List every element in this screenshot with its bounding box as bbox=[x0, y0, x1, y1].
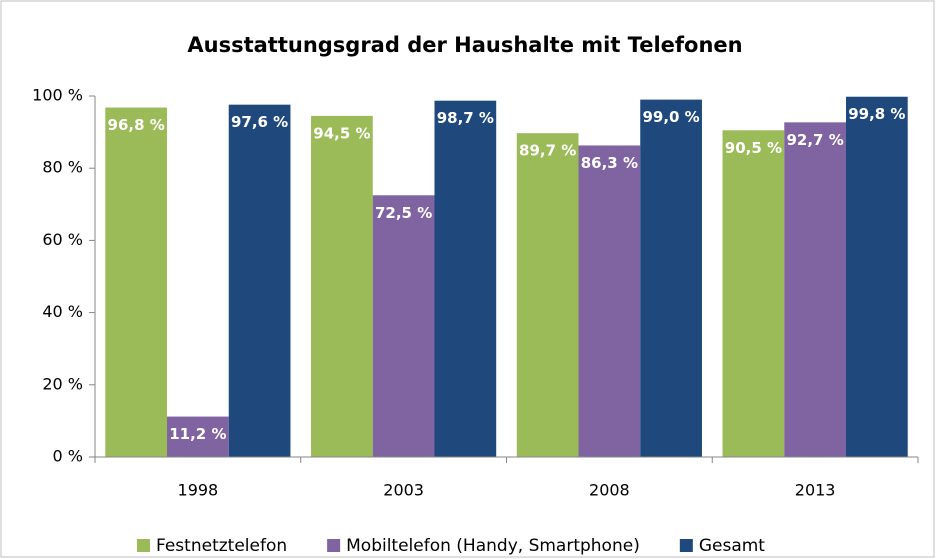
value-label: 90,5 % bbox=[725, 139, 782, 157]
bar bbox=[434, 100, 497, 458]
x-tick-label: 1998 bbox=[178, 481, 219, 500]
value-label: 72,5 % bbox=[375, 204, 432, 222]
bar bbox=[784, 122, 846, 457]
x-tick-label: 2003 bbox=[383, 481, 424, 500]
bar bbox=[845, 96, 908, 458]
legend-swatch bbox=[137, 539, 150, 552]
x-tick-label: 2008 bbox=[589, 481, 630, 500]
value-label: 97,6 % bbox=[231, 113, 288, 131]
x-tick-label: 2013 bbox=[795, 481, 836, 500]
y-tick-label: 20 % bbox=[42, 374, 83, 393]
value-label: 99,0 % bbox=[642, 108, 699, 126]
bar bbox=[516, 133, 579, 458]
value-label: 99,8 % bbox=[848, 105, 905, 123]
legend-swatch bbox=[679, 539, 693, 552]
legend-label: Gesamt bbox=[699, 536, 765, 556]
value-label: 86,3 % bbox=[581, 154, 638, 172]
legend-swatch bbox=[327, 539, 341, 552]
bar bbox=[722, 130, 785, 458]
value-label: 94,5 % bbox=[313, 124, 370, 142]
bar bbox=[228, 104, 291, 457]
legend-label: Festnetztelefon bbox=[156, 536, 287, 556]
y-tick-label: 0 % bbox=[53, 447, 83, 466]
value-label: 96,8 % bbox=[108, 116, 165, 134]
legend-label: Mobiltelefon (Handy, Smartphone) bbox=[346, 536, 640, 556]
bar bbox=[372, 195, 435, 457]
y-tick-label: 80 % bbox=[42, 158, 83, 177]
value-label: 11,2 % bbox=[169, 425, 226, 443]
y-tick-label: 40 % bbox=[42, 302, 83, 321]
y-tick-label: 100 % bbox=[32, 86, 83, 105]
bar bbox=[578, 145, 641, 457]
value-label: 89,7 % bbox=[519, 142, 576, 160]
bar bbox=[640, 99, 702, 458]
y-tick-label: 60 % bbox=[42, 230, 83, 249]
value-label: 98,7 % bbox=[437, 109, 494, 127]
chart-title: Ausstattungsgrad der Haushalte mit Telef… bbox=[187, 33, 742, 57]
bar bbox=[311, 115, 373, 457]
value-label: 92,7 % bbox=[786, 131, 843, 149]
bar bbox=[167, 416, 229, 457]
bar bbox=[105, 107, 168, 457]
